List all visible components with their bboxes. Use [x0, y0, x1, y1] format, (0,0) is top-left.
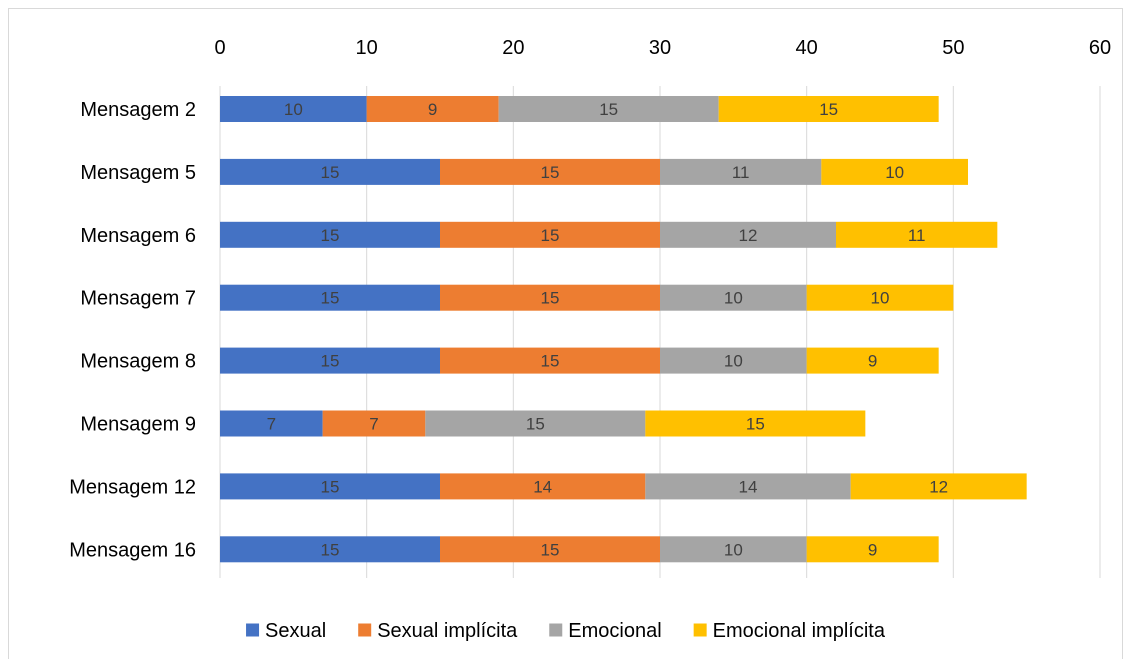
data-label: 10	[724, 540, 743, 559]
legend-label: Sexual	[265, 620, 326, 642]
data-label: 10	[885, 163, 904, 182]
data-label: 15	[321, 540, 340, 559]
data-label: 9	[428, 100, 437, 119]
data-label: 10	[284, 100, 303, 119]
data-label: 15	[321, 226, 340, 245]
bar-segment	[366, 96, 499, 122]
x-tick-label: 20	[502, 37, 524, 59]
data-label: 15	[321, 289, 340, 308]
category-label: Mensagem 6	[80, 225, 196, 247]
category-label: Mensagem 7	[80, 288, 196, 310]
bar-segment	[806, 536, 939, 563]
x-tick-label: 40	[796, 37, 818, 59]
data-label: 15	[746, 415, 765, 434]
bar-segment	[660, 347, 807, 374]
bar-segment	[220, 284, 440, 311]
data-label: 9	[868, 540, 877, 559]
bar-segment	[660, 284, 807, 311]
data-label: 15	[541, 226, 560, 245]
legend-label: Sexual implícita	[377, 620, 518, 642]
bar-segment	[220, 221, 440, 248]
data-label: 15	[526, 415, 545, 434]
data-label: 15	[541, 163, 560, 182]
bar-segment	[220, 473, 440, 500]
legend-label: Emocional implícita	[713, 620, 886, 642]
x-tick-label: 0	[214, 37, 225, 59]
data-label: 15	[541, 289, 560, 308]
bar-segment	[645, 473, 851, 500]
x-tick-label: 60	[1089, 37, 1111, 59]
x-tick-label: 30	[649, 37, 671, 59]
bar-segment	[821, 158, 968, 185]
bar-segment	[850, 473, 1027, 500]
data-label: 11	[732, 163, 750, 182]
category-label: Mensagem 2	[80, 99, 196, 121]
bar-segment	[806, 347, 939, 374]
bar-segment	[322, 410, 426, 437]
bar-segment	[498, 96, 719, 122]
legend-label: Emocional	[568, 620, 661, 642]
bar-segment	[440, 221, 660, 248]
bar-segment	[440, 536, 660, 563]
data-label: 7	[267, 415, 276, 434]
category-label: Mensagem 5	[80, 162, 196, 184]
bar-segment	[440, 473, 646, 500]
category-label: Mensagem 12	[69, 476, 196, 498]
x-tick-label: 50	[942, 37, 964, 59]
bar-segment	[220, 158, 440, 185]
category-label: Mensagem 9	[80, 414, 196, 436]
bar-segment	[645, 410, 866, 437]
data-label: 9	[868, 352, 877, 371]
bar-segment	[440, 347, 660, 374]
bar-segment	[220, 536, 440, 563]
bar-segment	[220, 347, 440, 374]
data-label: 15	[599, 100, 618, 119]
data-label: 15	[819, 100, 838, 119]
bar-segment	[660, 221, 836, 248]
data-label: 12	[929, 477, 948, 496]
bar-segment	[220, 96, 367, 122]
data-label: 15	[541, 352, 560, 371]
legend-swatch	[549, 623, 563, 637]
bar-segment	[718, 96, 939, 122]
data-label: 15	[541, 540, 560, 559]
legend-swatch	[246, 623, 260, 637]
data-label: 7	[369, 415, 378, 434]
data-label: 12	[739, 226, 758, 245]
data-label: 15	[321, 477, 340, 496]
bar-segment	[440, 284, 660, 311]
data-label: 14	[739, 477, 758, 496]
bar-segment	[836, 221, 998, 248]
legend-swatch	[693, 623, 707, 637]
data-label: 10	[724, 289, 743, 308]
category-label: Mensagem 16	[69, 539, 196, 561]
bar-segment	[425, 410, 646, 437]
bar-segment	[660, 536, 807, 563]
x-tick-label: 10	[356, 37, 378, 59]
data-label: 10	[871, 289, 890, 308]
bar-segment	[440, 158, 660, 185]
data-label: 10	[724, 352, 743, 371]
bar-segment	[220, 410, 323, 437]
data-label: 11	[908, 226, 926, 245]
bar-segment	[660, 158, 822, 185]
bar-segment	[806, 284, 954, 311]
data-label: 15	[321, 352, 340, 371]
data-label: 14	[533, 477, 552, 496]
legend-swatch	[358, 623, 372, 637]
data-label: 15	[321, 163, 340, 182]
category-label: Mensagem 8	[80, 351, 196, 373]
